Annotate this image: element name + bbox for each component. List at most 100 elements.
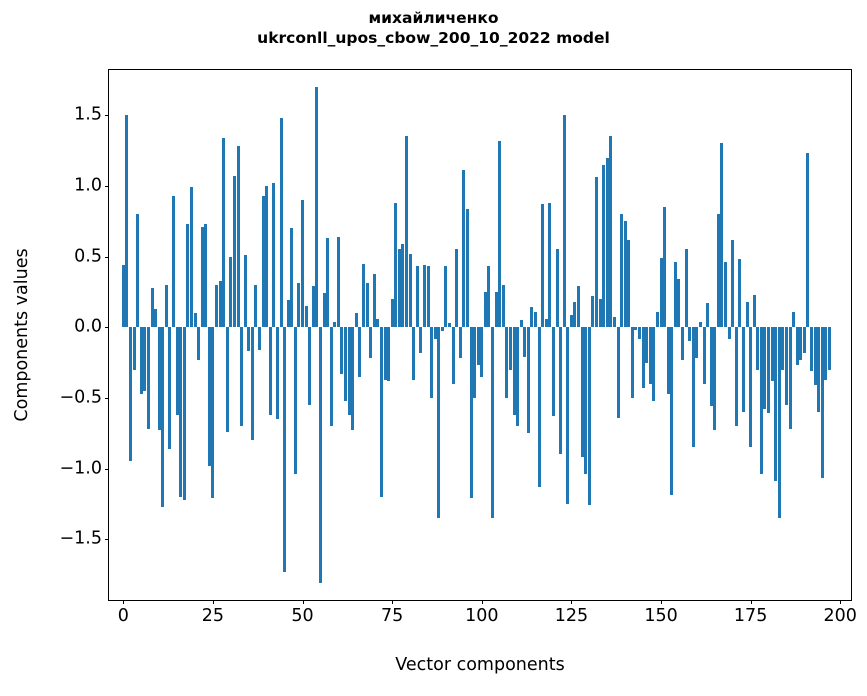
bar	[154, 308, 158, 328]
bar	[254, 284, 258, 328]
bar	[243, 255, 247, 328]
bar	[820, 327, 824, 479]
bar	[720, 143, 724, 328]
y-axis-tick-label: 1.5	[74, 104, 102, 125]
x-axis-tick-label: 175	[733, 606, 768, 626]
bar	[322, 293, 326, 328]
bar	[702, 327, 706, 384]
bar	[236, 146, 240, 328]
y-axis-tick-label: 0.5	[74, 245, 102, 266]
bar	[250, 327, 254, 441]
bar	[749, 327, 753, 448]
bar	[275, 327, 279, 420]
bar	[222, 137, 226, 328]
bar	[634, 327, 638, 331]
bar-series	[109, 70, 851, 600]
bar	[813, 327, 817, 386]
y-axis-tick	[105, 468, 109, 470]
bar	[261, 195, 265, 328]
bar	[494, 291, 498, 328]
bar	[215, 284, 219, 328]
bar	[304, 306, 308, 328]
bar	[616, 327, 620, 418]
bar	[530, 307, 534, 328]
bar	[268, 327, 272, 415]
y-axis-tick	[105, 539, 109, 541]
bar	[462, 170, 466, 328]
bar	[602, 164, 606, 328]
bar	[741, 327, 745, 413]
bar	[738, 259, 742, 328]
bar	[405, 136, 409, 328]
bar	[584, 327, 588, 475]
bar	[182, 327, 186, 500]
bar	[684, 249, 688, 328]
bar	[430, 327, 434, 398]
bar	[709, 327, 713, 407]
bar	[534, 311, 538, 328]
bar	[240, 327, 244, 427]
bar	[501, 284, 505, 328]
bar	[792, 311, 796, 328]
bar	[272, 183, 276, 328]
bar	[229, 256, 233, 328]
bar	[197, 327, 201, 360]
bar	[448, 322, 452, 328]
bar	[469, 327, 473, 499]
bar	[591, 296, 595, 328]
bar	[673, 262, 677, 328]
bar	[129, 327, 132, 462]
bar	[677, 279, 681, 328]
bar	[415, 266, 419, 328]
bar	[211, 327, 215, 499]
bar	[724, 262, 728, 328]
bar	[551, 327, 555, 417]
bar	[541, 204, 545, 328]
bar	[390, 298, 394, 328]
bar	[204, 224, 208, 328]
plot-area	[109, 70, 851, 600]
bar	[175, 327, 179, 415]
bar	[121, 265, 125, 328]
x-axis-tick	[840, 600, 842, 604]
y-axis-tick	[105, 327, 109, 329]
bar	[577, 286, 581, 328]
bar	[340, 327, 344, 374]
bar	[344, 327, 348, 401]
bar	[139, 327, 143, 394]
bar	[258, 327, 262, 350]
bar	[598, 298, 602, 328]
y-axis-tick-label: −1.0	[59, 457, 103, 478]
bar	[569, 314, 573, 328]
bar	[666, 327, 670, 394]
bar	[491, 327, 495, 519]
bar	[548, 202, 552, 328]
bar	[193, 313, 197, 328]
bar	[734, 327, 738, 427]
bar	[508, 327, 512, 370]
chart-title-line-1: михайличенко	[368, 9, 499, 27]
bar	[150, 287, 154, 328]
bar	[609, 136, 613, 328]
bar	[781, 327, 785, 370]
bar	[297, 283, 301, 328]
bar	[566, 327, 570, 504]
bar	[795, 327, 799, 366]
bar	[512, 327, 516, 415]
bar	[663, 207, 667, 328]
y-axis-tick-label: −1.5	[59, 528, 103, 549]
bar	[623, 221, 627, 328]
bar	[186, 224, 190, 328]
bar	[146, 327, 150, 429]
bar	[394, 202, 398, 328]
x-axis-tick-label: 100	[465, 606, 499, 626]
bar	[311, 286, 315, 328]
bar	[136, 214, 140, 328]
bar	[476, 327, 480, 366]
bar	[232, 176, 236, 328]
bar	[286, 300, 290, 328]
bar	[473, 327, 477, 398]
bar	[179, 327, 183, 497]
x-axis-tick-label: 75	[381, 606, 404, 626]
bar	[727, 327, 731, 339]
